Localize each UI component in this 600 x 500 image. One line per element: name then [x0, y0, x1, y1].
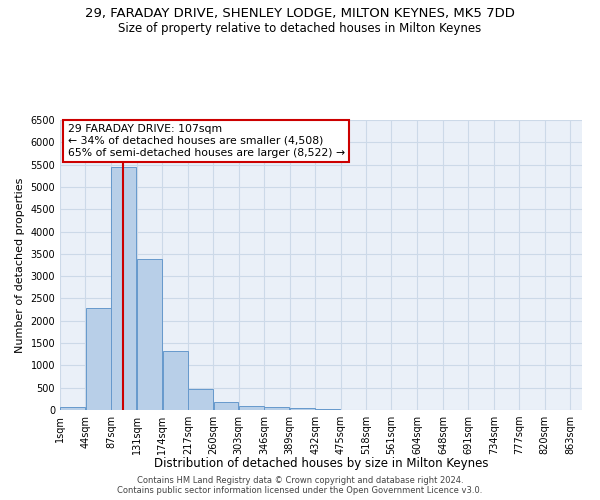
Bar: [137, 259, 162, 410]
Bar: [86, 308, 110, 410]
Bar: [214, 402, 238, 410]
Text: 29 FARADAY DRIVE: 107sqm
← 34% of detached houses are smaller (4,508)
65% of sem: 29 FARADAY DRIVE: 107sqm ← 34% of detach…: [68, 124, 345, 158]
Text: Size of property relative to detached houses in Milton Keynes: Size of property relative to detached ho…: [118, 22, 482, 35]
Text: 29, FARADAY DRIVE, SHENLEY LODGE, MILTON KEYNES, MK5 7DD: 29, FARADAY DRIVE, SHENLEY LODGE, MILTON…: [85, 8, 515, 20]
Text: Contains HM Land Registry data © Crown copyright and database right 2024.
Contai: Contains HM Land Registry data © Crown c…: [118, 476, 482, 495]
Bar: [316, 409, 340, 410]
Bar: [290, 408, 315, 410]
Bar: [265, 407, 289, 410]
Text: Distribution of detached houses by size in Milton Keynes: Distribution of detached houses by size …: [154, 458, 488, 470]
Bar: [188, 388, 213, 410]
Y-axis label: Number of detached properties: Number of detached properties: [15, 178, 25, 352]
Bar: [111, 167, 136, 410]
Bar: [60, 407, 85, 410]
Bar: [163, 350, 188, 410]
Bar: [239, 406, 264, 410]
